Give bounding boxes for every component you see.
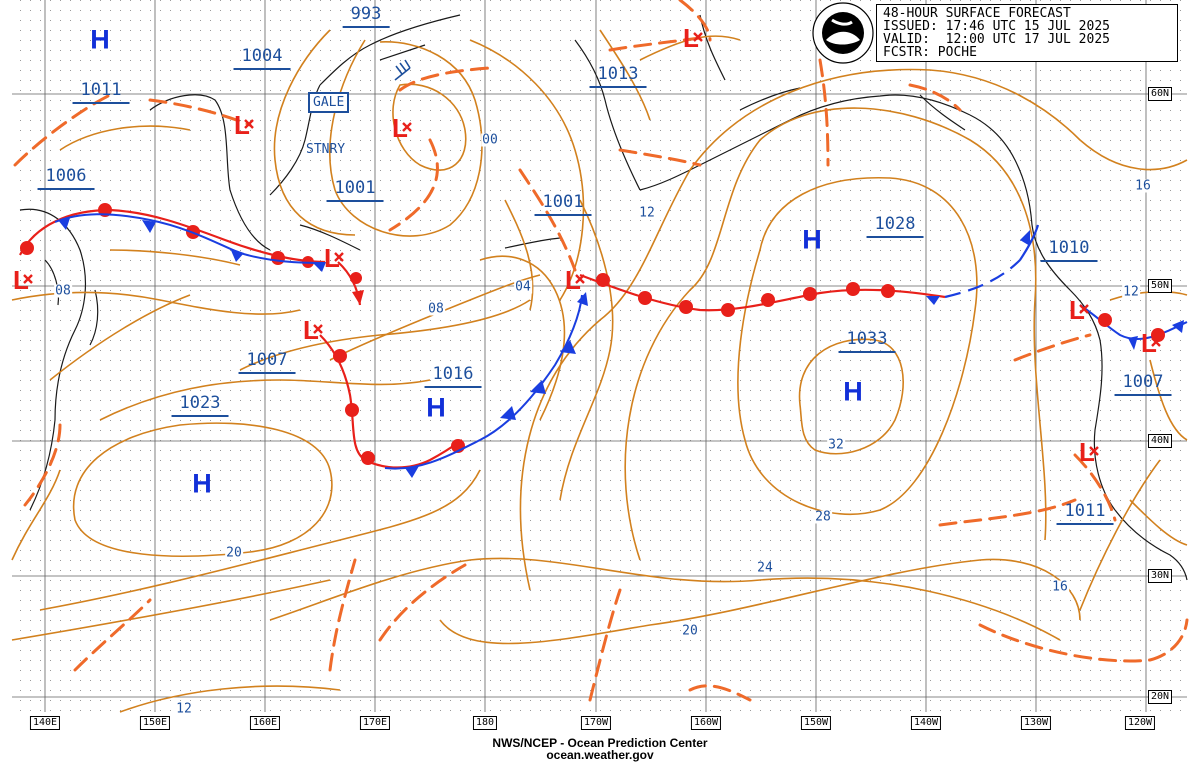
low-symbol: L — [1141, 330, 1161, 356]
high-symbol: H — [843, 376, 863, 407]
isobar-label: 04 — [514, 279, 532, 295]
svg-text:L: L — [683, 25, 699, 51]
svg-text:L: L — [303, 317, 319, 343]
longitude-label: 140E — [29, 716, 61, 730]
low-symbol: L — [13, 267, 33, 293]
pressure-label: 1011 — [1056, 503, 1114, 525]
longitude-label: 120W — [1124, 716, 1156, 730]
isobar-label: 08 — [427, 301, 445, 317]
cold-front-west — [54, 213, 326, 272]
low-symbol: L — [234, 112, 254, 138]
pressure-label: 1023 — [171, 395, 229, 417]
pressure-label: 1006 — [37, 168, 95, 190]
isobar-label: 12 — [175, 701, 193, 717]
cold-front-central — [384, 292, 588, 478]
high-symbol: H — [90, 24, 110, 55]
pressure-label: 1016 — [424, 366, 482, 388]
isobars — [11, 29, 1188, 713]
isobar-label: 16 — [1134, 178, 1152, 194]
dot-grid — [12, 0, 1187, 712]
svg-text:L: L — [392, 115, 408, 141]
longitude-label: 160W — [690, 716, 722, 730]
troughs — [13, 0, 1189, 702]
svg-text:L: L — [13, 267, 29, 293]
header-forecaster: FCSTR: POCHE — [883, 45, 977, 60]
longitude-label: 180 — [472, 716, 498, 730]
pressure-label: 1001 — [326, 180, 384, 202]
footer-website: ocean.weather.gov — [546, 748, 654, 762]
high-symbol: H — [426, 392, 446, 423]
svg-text:L: L — [565, 267, 581, 293]
gale-warning-tag: GALE — [308, 92, 350, 113]
latitude-label: 30N — [1147, 569, 1172, 583]
svg-text:L: L — [1079, 439, 1095, 465]
pressure-label: 1010 — [1040, 240, 1098, 262]
cold-front-east-dashed — [944, 224, 1040, 299]
forecast-header: 48-HOUR SURFACE FORECAST ISSUED: 17:46 U… — [876, 4, 1178, 62]
isobar-label: 00 — [481, 132, 499, 148]
low-symbol: L — [303, 317, 323, 343]
low-symbol: L — [1079, 439, 1099, 465]
pressure-label: 1013 — [589, 66, 647, 88]
isobar-label: 24 — [756, 560, 774, 576]
longitude-label: 170E — [359, 716, 391, 730]
footer-center-name: NWS/NCEP - Ocean Prediction Center — [492, 736, 708, 750]
pressure-label: 1011 — [72, 82, 130, 104]
pressure-label: 1007 — [238, 352, 296, 374]
pressure-label: 1033 — [838, 331, 896, 353]
latitude-label: 60N — [1147, 87, 1172, 101]
isobar-label: 32 — [827, 437, 845, 453]
longitude-label: 130W — [1020, 716, 1052, 730]
low-symbol: L — [1069, 297, 1089, 323]
latitude-label: 40N — [1147, 434, 1172, 448]
isobar-label: 28 — [814, 509, 832, 525]
pressure-label: 993 — [342, 6, 390, 28]
warm-front-east — [579, 273, 946, 317]
longitude-label: 150E — [139, 716, 171, 730]
warm-front-central — [319, 334, 465, 469]
svg-text:L: L — [234, 112, 250, 138]
header-issued: ISSUED: 17:46 UTC 15 JUL 2025 — [883, 19, 1110, 34]
coastlines — [19, 14, 1188, 581]
latitude-label: 50N — [1147, 279, 1172, 293]
warm-front-low-1001 — [337, 261, 364, 306]
front-far-east — [1079, 304, 1188, 350]
isobar-label: 16 — [1051, 579, 1069, 595]
isobar-label: 08 — [54, 283, 72, 299]
low-symbol: L — [324, 245, 344, 271]
header-title: 48-HOUR SURFACE FORECAST — [883, 6, 1071, 21]
wind-barb — [394, 59, 411, 81]
longitude-label: 170W — [580, 716, 612, 730]
high-symbol: H — [802, 224, 822, 255]
low-symbol: L — [565, 267, 585, 293]
low-symbol: L — [683, 25, 703, 51]
latitude-label: 20N — [1147, 690, 1172, 704]
svg-text:L: L — [1069, 297, 1085, 323]
low-symbol: L — [392, 115, 412, 141]
svg-text:L: L — [324, 245, 340, 271]
svg-text:L: L — [1141, 330, 1157, 356]
isobar-label: 12 — [1122, 284, 1140, 300]
longitude-label: 140W — [910, 716, 942, 730]
isobar-label: 20 — [681, 623, 699, 639]
pressure-label: 1004 — [233, 48, 291, 70]
pressure-label: 1028 — [866, 216, 924, 238]
pressure-label: 1007 — [1114, 374, 1172, 396]
isobar-label: 12 — [638, 205, 656, 221]
longitude-label: 160E — [249, 716, 281, 730]
longitude-label: 150W — [800, 716, 832, 730]
header-valid: VALID: 12:00 UTC 17 JUL 2025 — [883, 32, 1110, 47]
noaa-logo — [812, 2, 874, 64]
isobar-label: 20 — [225, 545, 243, 561]
pressure-label: 1001 — [534, 194, 592, 216]
stationary-tag: STNRY — [306, 142, 346, 157]
high-symbol: H — [192, 468, 212, 499]
